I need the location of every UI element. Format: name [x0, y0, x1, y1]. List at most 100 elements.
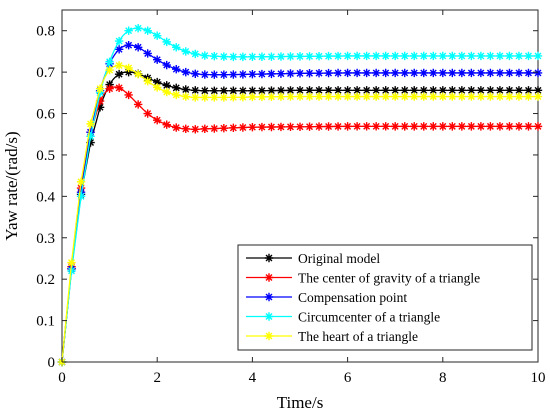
data-point: [457, 51, 467, 61]
data-point: [524, 51, 533, 61]
data-point: [295, 92, 305, 101]
data-point: [153, 77, 162, 87]
data-point: [210, 70, 219, 79]
y-tick-label: 0.6: [36, 107, 55, 123]
data-point: [248, 69, 257, 79]
y-tick-label: 0.5: [36, 148, 55, 164]
data-point: [143, 26, 152, 35]
data-point: [400, 86, 409, 95]
data-point: [191, 93, 200, 102]
data-point: [381, 92, 390, 101]
x-tick-label: 8: [439, 370, 447, 386]
data-point: [181, 67, 190, 77]
data-point: [295, 86, 305, 95]
data-point: [248, 122, 257, 132]
data-point: [324, 51, 333, 61]
data-point: [114, 61, 124, 70]
data-point: [219, 123, 229, 133]
data-point: [210, 93, 219, 102]
data-point: [362, 122, 371, 131]
data-point: [429, 122, 438, 131]
legend-entry: Compensation point: [246, 290, 407, 305]
data-point: [276, 92, 286, 101]
legend-marker: [264, 273, 274, 282]
data-point: [514, 86, 524, 95]
legend-marker: [264, 253, 274, 263]
data-point: [486, 122, 495, 131]
data-point: [324, 68, 333, 78]
data-point: [162, 81, 171, 90]
data-point: [229, 86, 238, 95]
data-point: [476, 51, 486, 61]
data-point: [429, 86, 438, 95]
data-point: [467, 86, 476, 95]
data-point: [267, 122, 276, 132]
legend-marker: [264, 292, 274, 302]
data-point: [391, 51, 400, 61]
data-point: [314, 68, 324, 78]
data-point: [276, 69, 286, 78]
data-point: [133, 24, 143, 33]
data-point: [67, 266, 76, 276]
data-point: [172, 83, 181, 93]
data-point: [172, 123, 181, 132]
data-point: [438, 122, 447, 131]
data-point: [210, 86, 219, 95]
data-point: [257, 122, 267, 132]
data-point: [476, 122, 486, 131]
data-point: [476, 86, 486, 95]
data-point: [219, 86, 229, 95]
x-tick-label: 4: [249, 370, 257, 386]
data-point: [533, 68, 543, 78]
legend-entry: Circumcenter of a triangle: [246, 310, 440, 325]
data-point: [267, 52, 276, 61]
data-point: [352, 68, 362, 78]
data-point: [105, 65, 114, 75]
data-point: [371, 51, 381, 61]
data-point: [162, 87, 171, 97]
series-4: [57, 24, 543, 367]
data-point: [505, 92, 514, 101]
data-point: [419, 68, 428, 78]
data-point: [153, 31, 162, 40]
data-point: [410, 86, 419, 95]
data-point: [391, 68, 400, 78]
data-point: [343, 92, 352, 101]
legend-label: Compensation point: [298, 290, 407, 305]
data-point: [486, 68, 495, 78]
data-point: [238, 92, 248, 102]
data-point: [352, 92, 362, 101]
data-point: [467, 68, 476, 78]
legend-label: Circumcenter of a triangle: [298, 310, 440, 325]
data-point: [95, 103, 105, 112]
data-point: [514, 122, 524, 131]
data-point: [276, 122, 286, 132]
data-point: [124, 26, 133, 35]
data-point: [410, 92, 419, 101]
data-point: [448, 122, 457, 131]
data-point: [467, 51, 476, 61]
legend-entry: Original model: [246, 251, 380, 266]
data-point: [486, 86, 495, 95]
data-point: [305, 86, 314, 95]
x-tick-label: 10: [531, 370, 546, 386]
data-point: [371, 86, 381, 95]
y-tick-label: 0.4: [36, 189, 55, 205]
data-point: [219, 70, 229, 79]
data-point: [438, 86, 447, 95]
data-point: [362, 92, 371, 101]
data-point: [438, 51, 447, 61]
data-point: [86, 132, 95, 141]
data-point: [200, 93, 209, 102]
axes-layer: 0 2 4 6 8 10 0 0.1 0.2 0.3 0.4 0.5 0.6 0.7 0.8 Time/s Ya…: [2, 10, 546, 412]
data-point: [286, 122, 295, 132]
data-point: [314, 122, 324, 131]
data-point: [181, 92, 190, 101]
data-point: [438, 68, 447, 78]
data-point: [514, 68, 524, 78]
data-point: [105, 57, 114, 66]
data-point: [76, 192, 86, 201]
data-point: [486, 92, 495, 101]
data-point: [448, 92, 457, 101]
data-point: [400, 68, 409, 78]
